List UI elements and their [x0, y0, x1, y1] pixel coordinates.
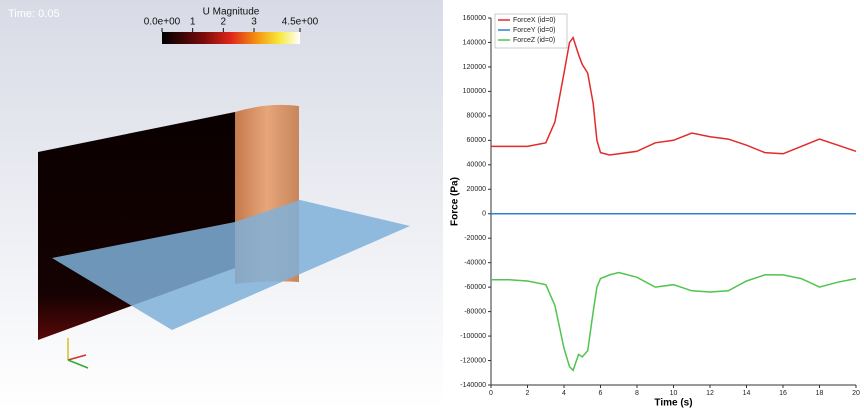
colorbar-title: U Magnitude [203, 7, 260, 18]
y-tick-label: 0 [482, 211, 486, 218]
x-tick-label: 20 [852, 390, 860, 397]
x-tick-label: 16 [779, 390, 787, 397]
axis-x [67, 354, 87, 361]
time-label: Time: 0.05 [8, 8, 60, 20]
x-tick-label: 0 [489, 390, 493, 397]
series-line [491, 271, 857, 372]
colorbar-tick-label: 3 [251, 17, 257, 28]
x-tick-label: 6 [599, 390, 603, 397]
x-tick-label: 10 [670, 390, 678, 397]
legend-label: ForceX (id=0) [513, 17, 556, 24]
y-tick-label: -80000 [464, 308, 486, 315]
y-tick-label: 40000 [467, 162, 487, 169]
y-tick-label: -40000 [464, 260, 486, 267]
colorbar-tick-label: 1 [190, 17, 196, 28]
y-tick-label: 160000 [463, 15, 486, 22]
y-tick-label: -100000 [460, 333, 486, 340]
y-tick-label: 60000 [467, 137, 487, 144]
x-tick-label: 8 [635, 390, 639, 397]
water-surface [52, 200, 410, 330]
y-tick-label: -20000 [464, 235, 486, 242]
x-tick-label: 2 [526, 390, 530, 397]
x-tick-label: 4 [562, 390, 566, 397]
x-axis-label: Time (s) [654, 398, 692, 409]
series-line [491, 35, 857, 156]
y-tick-label: 20000 [467, 186, 487, 193]
axis-z [67, 359, 89, 369]
colorbar-tick-label: 2 [221, 17, 227, 28]
y-tick-label: 120000 [463, 64, 486, 71]
y-tick-label: -140000 [460, 382, 486, 389]
y-tick-label: 80000 [467, 113, 487, 120]
y-tick-label: -120000 [460, 357, 486, 364]
colorbar [162, 32, 300, 44]
legend-label: ForceZ (id=0) [513, 37, 555, 44]
x-tick-label: 18 [816, 390, 824, 397]
x-tick-label: 14 [743, 390, 751, 397]
colorbar-tick-label: 0.0e+00 [144, 17, 181, 28]
legend-label: ForceY (id=0) [513, 27, 555, 34]
chart-view [446, 0, 864, 410]
x-tick-label: 12 [706, 390, 714, 397]
y-tick-label: 140000 [463, 39, 486, 46]
y-tick-label: 100000 [463, 88, 486, 95]
colorbar-tick-label: 4.5e+00 [282, 17, 319, 28]
y-axis-label: Force (Pa) [450, 177, 461, 226]
y-tick-label: -60000 [464, 284, 486, 291]
